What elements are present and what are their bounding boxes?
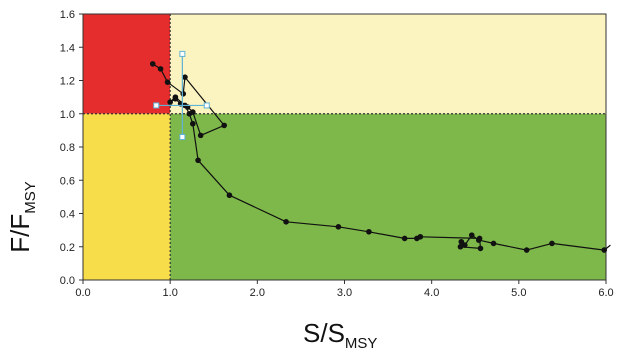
zone-0 xyxy=(83,14,171,114)
data-point xyxy=(149,61,156,67)
y-tick-label: 0.0 xyxy=(60,275,75,287)
axis-ticks: 0.0 1.0 2.0 3.0 4.0 5.0 6.0 0.0 0.2 0.4 0.6 0.8 1.0 1… xyxy=(60,9,614,299)
x-tick-label: 4.0 xyxy=(424,287,439,299)
data-point xyxy=(164,79,171,85)
data-point xyxy=(414,235,420,242)
trajectory-series xyxy=(149,61,611,253)
data-point xyxy=(197,132,204,139)
data-point xyxy=(283,219,289,225)
data-point xyxy=(226,192,233,199)
data-point xyxy=(601,247,608,253)
x-tick-label: 3.0 xyxy=(337,287,352,299)
x-tick-label: 1.0 xyxy=(163,287,178,299)
data-point xyxy=(195,157,201,164)
data-point xyxy=(221,122,228,129)
uncertainty-marker xyxy=(179,134,186,141)
uncertainty-crosshair xyxy=(153,50,210,141)
x-tick-label: 5.0 xyxy=(511,287,526,299)
data-point xyxy=(366,228,372,235)
zone-3 xyxy=(170,113,606,280)
data-point xyxy=(490,240,497,247)
y-tick-label: 0.2 xyxy=(60,242,75,254)
data-point xyxy=(157,66,164,72)
uncertainty-marker xyxy=(203,102,210,109)
data-point xyxy=(172,95,179,102)
data-point xyxy=(458,238,465,245)
data-point xyxy=(180,91,187,97)
status-zones xyxy=(83,14,606,280)
x-axis-title: S/SMSY xyxy=(303,318,378,352)
data-point xyxy=(549,240,555,247)
y-tick-label: 1.0 xyxy=(60,109,75,121)
y-tick-label: 1.2 xyxy=(60,76,75,88)
zone-2 xyxy=(83,113,171,280)
data-point xyxy=(523,247,530,253)
data-point xyxy=(167,99,173,105)
data-point xyxy=(401,235,408,242)
data-point xyxy=(335,224,342,230)
zone-1 xyxy=(170,14,606,114)
x-tick-label: 2.0 xyxy=(250,287,265,299)
data-point xyxy=(476,235,483,242)
data-point xyxy=(190,109,196,115)
data-point xyxy=(182,74,188,80)
uncertainty-marker xyxy=(153,102,160,109)
data-point xyxy=(457,243,464,250)
data-point xyxy=(477,245,484,252)
y-tick-label: 0.4 xyxy=(60,209,75,221)
data-point xyxy=(468,232,475,238)
y-tick-label: 1.6 xyxy=(60,9,75,21)
y-tick-label: 1.4 xyxy=(60,42,75,54)
data-point xyxy=(461,242,468,248)
x-tick-label: 0.0 xyxy=(75,287,90,299)
data-point xyxy=(190,120,196,127)
y-tick-label: 0.6 xyxy=(60,175,75,187)
reference-lines xyxy=(83,14,606,280)
x-tick-label: 6.0 xyxy=(598,287,613,299)
uncertainty-marker xyxy=(179,50,186,57)
y-axis-title: F/FMSY xyxy=(4,181,39,253)
y-tick-label: 0.8 xyxy=(60,142,75,154)
